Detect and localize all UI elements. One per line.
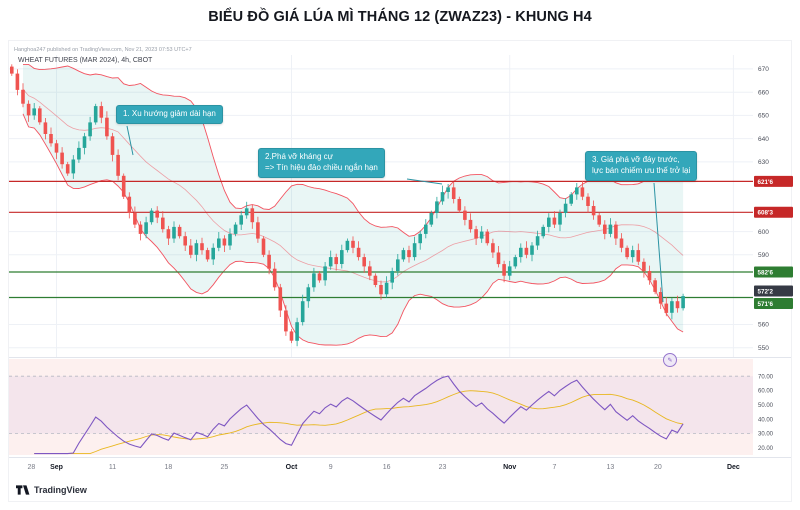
rsi-band — [9, 376, 753, 434]
page-title: BIỂU ĐỒ GIÁ LÚA MÌ THÁNG 12 (ZWAZ23) - K… — [208, 9, 592, 25]
svg-text:590: 590 — [758, 252, 769, 259]
callout-3-line-1: 3. Giá phá vỡ đáy trước, — [592, 155, 680, 164]
svg-text:640: 640 — [758, 136, 769, 143]
time-label: 16 — [382, 464, 391, 471]
svg-text:40.00: 40.00 — [758, 417, 774, 423]
rsi-ma-line — [34, 390, 684, 455]
tv-logo[interactable]: TradingView — [16, 484, 87, 496]
callout-2[interactable]: 2.Phá vỡ kháng cự => Tín hiệu đảo chiều … — [258, 148, 385, 178]
callout-1-line-1: 1. Xu hướng giảm dài hạn — [123, 109, 216, 118]
callout-pointers — [126, 125, 664, 303]
callout-2-line-2: => Tín hiệu đảo chiều ngắn hạn — [265, 162, 378, 172]
pane-divider — [9, 357, 791, 358]
time-label: 25 — [220, 464, 229, 471]
bollinger-lower — [22, 113, 684, 346]
bollinger-fill — [23, 64, 684, 346]
price-chart[interactable]: 670 660 650 640 630 600 590 560 550 621'6 608'3 582… — [9, 55, 793, 357]
svg-text:60.00: 60.00 — [758, 389, 774, 395]
time-label: 23 — [438, 464, 447, 471]
last-price-chip — [754, 285, 793, 297]
rsi-line — [34, 375, 684, 455]
svg-text:582'6: 582'6 — [758, 269, 774, 276]
time-label: Nov — [503, 464, 517, 471]
svg-text:670: 670 — [758, 66, 769, 73]
rsi-axis[interactable]: 70.00 60.00 50.00 40.00 30.00 20.00 — [758, 374, 774, 452]
svg-text:660: 660 — [758, 89, 769, 96]
time-label: Dec — [726, 464, 740, 471]
time-label: 28 — [27, 464, 36, 471]
drawing-anchor-icon[interactable]: ✎ — [663, 353, 677, 367]
tradingview-logo-text: TradingView — [34, 485, 87, 495]
time-label: Oct — [285, 464, 298, 471]
svg-text:608'3: 608'3 — [758, 210, 774, 217]
chart-container: Hanghoa247 published on TradingView.com,… — [8, 40, 793, 502]
time-label: 13 — [606, 464, 615, 471]
svg-text:621'6: 621'6 — [758, 179, 774, 186]
time-label: 20 — [653, 464, 662, 471]
time-label: 18 — [164, 464, 173, 471]
callout-3[interactable]: 3. Giá phá vỡ đáy trước, lực bán chiếm ư… — [585, 151, 698, 181]
price-axis[interactable]: 670 660 650 640 630 600 590 560 550 621'6 608'3 582… — [754, 66, 793, 352]
bollinger-basis — [22, 88, 684, 283]
svg-text:70.00: 70.00 — [758, 374, 774, 380]
symbol-legend[interactable]: WHEAT FUTURES (MAR 2024), 4h, CBOT — [18, 57, 153, 64]
callout-2-line-1: 2.Phá vỡ kháng cự — [265, 152, 333, 161]
time-label: 11 — [108, 464, 117, 471]
svg-text:600: 600 — [758, 229, 769, 236]
time-label: 9 — [328, 464, 333, 471]
rsi-chart[interactable]: 70.00 60.00 50.00 40.00 30.00 20.00 — [9, 359, 793, 455]
bollinger-upper — [23, 63, 684, 237]
svg-text:560: 560 — [758, 322, 769, 329]
svg-text:630: 630 — [758, 159, 769, 166]
tradingview-logo-icon — [16, 485, 30, 495]
callout-3-line-2: lực bán chiếm ưu thế trở lại — [592, 165, 691, 175]
svg-text:572'2: 572'2 — [758, 288, 774, 295]
candles-layer — [10, 64, 685, 347]
callout-1[interactable]: 1. Xu hướng giảm dài hạn — [116, 105, 223, 124]
rsi-pane-bg — [9, 359, 753, 455]
svg-text:50.00: 50.00 — [758, 403, 774, 409]
svg-text:571'6: 571'6 — [758, 301, 774, 308]
svg-text:20.00: 20.00 — [758, 446, 774, 452]
publish-watermark: Hanghoa247 published on TradingView.com,… — [14, 47, 192, 53]
svg-text:650: 650 — [758, 113, 769, 120]
svg-text:30.00: 30.00 — [758, 432, 774, 438]
time-label: Sep — [50, 464, 63, 471]
time-axis[interactable]: 28 Sep 11 18 25 Oct 9 16 23 Nov 7 13 20 Dec — [9, 457, 791, 482]
time-label: 7 — [552, 464, 557, 471]
svg-text:550: 550 — [758, 345, 769, 352]
